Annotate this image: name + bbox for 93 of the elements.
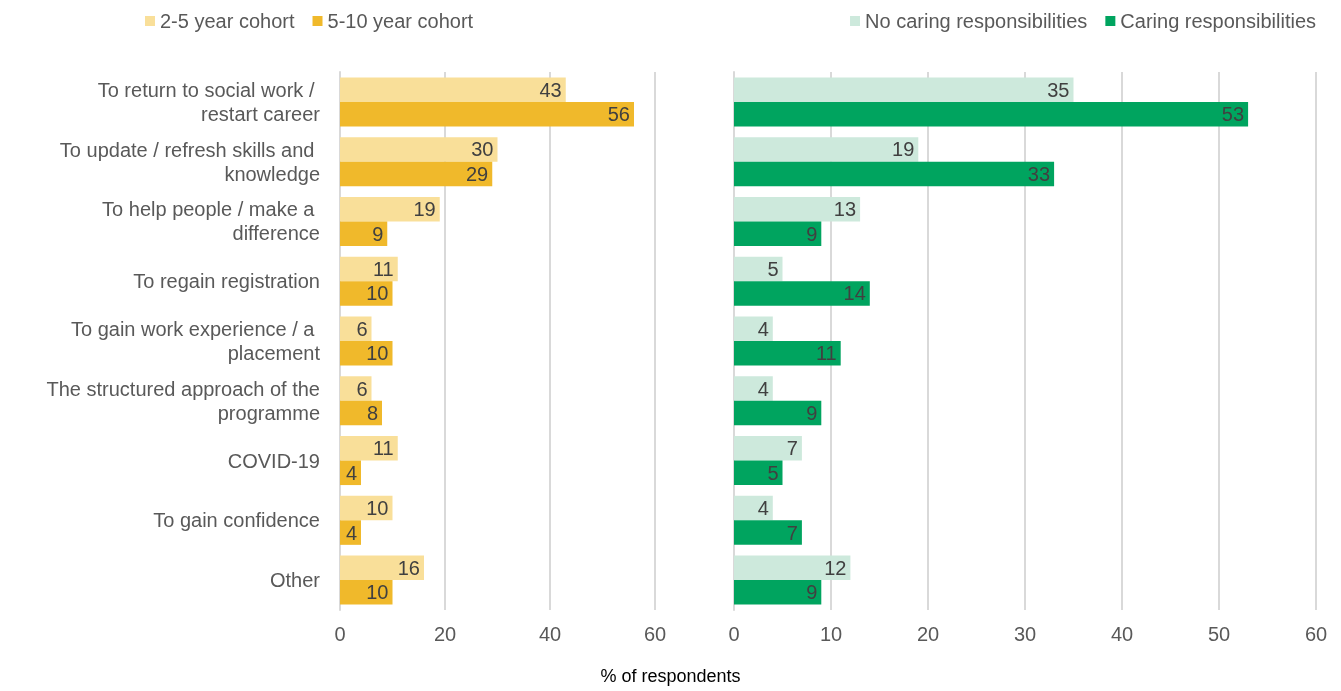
bar: [734, 400, 822, 426]
bar: [340, 580, 393, 605]
bar: [734, 555, 851, 581]
data-label: 43: [539, 78, 562, 101]
x-axis-title: % of respondents: [599, 666, 742, 687]
data-label: 4: [757, 317, 769, 340]
bar: [340, 101, 634, 127]
bar: [734, 580, 822, 605]
y-tick-label: To gain confidence: [153, 509, 320, 532]
data-label: 11: [815, 342, 837, 365]
x-tick-label: 60: [1304, 623, 1328, 645]
data-label: 5: [767, 461, 779, 484]
bar: [734, 281, 870, 306]
bar: [734, 256, 783, 282]
legend-label: Caring responsibilities: [1120, 10, 1317, 32]
data-label: 30: [471, 138, 494, 161]
bar: [340, 316, 372, 341]
data-label: 8: [366, 402, 378, 425]
bar: [734, 137, 919, 162]
data-label: 7: [786, 521, 798, 544]
x-tick-label: 20: [916, 623, 940, 645]
data-label: 29: [466, 162, 489, 185]
x-tick-label: 20: [433, 623, 457, 645]
data-label: 4: [345, 461, 357, 484]
legend-label: 5-10 year cohort: [327, 10, 474, 32]
bar: [340, 555, 424, 581]
data-label: 10: [366, 581, 389, 604]
bar: [734, 161, 1055, 187]
x-tick-label: 40: [1110, 623, 1134, 645]
bar: [734, 101, 1249, 127]
y-tick-label: COVID-19: [227, 449, 320, 472]
bar: [340, 376, 372, 401]
data-label: 56: [607, 103, 630, 126]
data-label: 10: [366, 282, 389, 305]
bar: [734, 77, 1074, 102]
bar: [340, 281, 393, 306]
bar: [340, 256, 398, 282]
data-label: 13: [833, 198, 857, 221]
data-label: 35: [1047, 78, 1070, 101]
x-tick-label: 40: [538, 623, 562, 645]
data-label: 11: [372, 437, 394, 460]
data-label: 9: [806, 222, 818, 245]
bar: [734, 341, 841, 366]
bar: [734, 221, 822, 246]
data-label: 19: [892, 138, 915, 161]
bar: [340, 196, 440, 222]
bar: [734, 495, 773, 521]
bar: [340, 77, 566, 102]
bar: [734, 520, 802, 545]
y-tick-label: To return to social work / restart career: [97, 78, 321, 125]
data-label: 53: [1221, 103, 1245, 126]
data-label: 9: [372, 222, 384, 245]
bar: [734, 460, 783, 486]
x-tick-label: 30: [1013, 623, 1037, 645]
bar: [340, 221, 388, 246]
bar: [734, 436, 802, 461]
x-tick-label: 0: [334, 623, 346, 645]
x-tick-label: 50: [1207, 623, 1231, 645]
legend-label: No caring responsibilities: [865, 10, 1088, 32]
data-label: 4: [757, 377, 769, 400]
data-label: 6: [356, 377, 368, 400]
data-label: 16: [397, 556, 420, 579]
data-label: 4: [345, 521, 357, 544]
bar: [340, 436, 398, 461]
y-tick-label: Other: [269, 569, 321, 592]
bar: [734, 376, 773, 401]
y-tick-label: To help people / make a difference: [102, 198, 320, 245]
data-label: 5: [767, 257, 779, 280]
data-label: 9: [806, 581, 818, 604]
bar: [340, 341, 393, 366]
y-tick-label: To update / refresh skills and knowledge: [59, 138, 320, 185]
x-tick-label: 10: [819, 623, 843, 645]
y-tick-label: To gain work experience / a placement: [70, 318, 321, 364]
x-tick-label: 0: [728, 623, 740, 645]
data-label: 14: [843, 282, 866, 305]
bar: [734, 196, 861, 222]
y-tick-label: To regain registration: [133, 270, 320, 293]
x-tick-label: 60: [643, 623, 667, 645]
data-label: 10: [366, 497, 389, 520]
data-label: 19: [413, 198, 436, 221]
bar: [734, 316, 773, 341]
bar: [340, 161, 493, 187]
data-label: 10: [366, 342, 389, 365]
legend-label: 2-5 year cohort: [160, 10, 295, 32]
bar: [340, 137, 498, 162]
y-tick-label: The structured approach of the programme: [46, 377, 320, 424]
data-label: 11: [372, 257, 394, 280]
data-label: 7: [786, 437, 798, 460]
data-label: 6: [356, 317, 368, 340]
data-label: 9: [806, 402, 818, 425]
data-label: 4: [757, 497, 769, 520]
data-label: 33: [1027, 162, 1051, 185]
data-label: 12: [824, 556, 847, 579]
